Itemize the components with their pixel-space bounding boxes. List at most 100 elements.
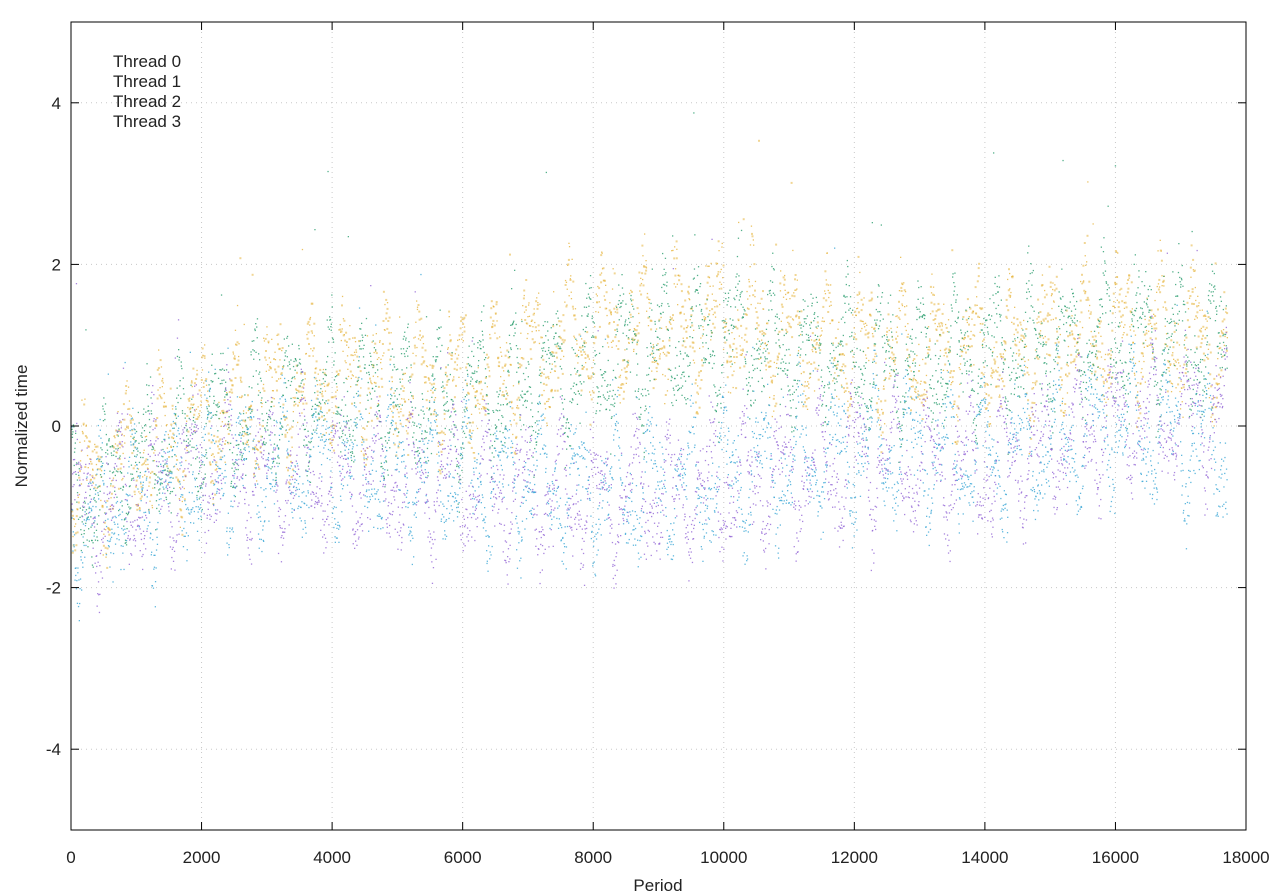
data-point — [419, 440, 421, 442]
data-point — [744, 358, 746, 360]
data-point — [353, 336, 356, 339]
data-point — [1213, 377, 1216, 380]
data-point — [215, 372, 217, 375]
data-point — [819, 349, 822, 352]
data-point — [862, 303, 864, 306]
data-point — [534, 321, 536, 324]
data-point — [1083, 289, 1086, 292]
data-point — [71, 428, 73, 430]
data-point — [128, 407, 131, 410]
data-point — [619, 306, 621, 309]
data-point — [779, 282, 782, 285]
data-point — [423, 451, 425, 453]
data-point — [341, 304, 343, 307]
data-point — [242, 410, 245, 412]
data-point — [662, 351, 664, 354]
data-point — [808, 339, 810, 341]
data-point — [382, 445, 384, 447]
data-point — [129, 419, 132, 422]
data-point — [402, 373, 404, 376]
data-point — [971, 318, 973, 320]
data-point — [178, 349, 180, 351]
data-point — [681, 394, 683, 396]
data-point — [675, 257, 678, 260]
data-point — [588, 358, 590, 360]
data-point — [187, 438, 189, 440]
data-point — [660, 316, 662, 319]
data-point — [648, 316, 651, 318]
data-point — [284, 382, 287, 384]
data-point — [878, 398, 880, 400]
data-point — [555, 351, 558, 354]
data-point — [496, 391, 498, 393]
data-point — [970, 330, 972, 333]
data-point — [541, 336, 543, 339]
data-point — [904, 313, 907, 316]
data-point — [505, 390, 507, 392]
data-point — [795, 407, 797, 409]
data-point — [966, 321, 968, 324]
data-point — [511, 288, 513, 290]
data-point — [652, 347, 655, 350]
data-point — [1027, 359, 1030, 361]
data-point — [896, 341, 898, 344]
data-point — [115, 451, 118, 454]
data-point — [451, 354, 454, 357]
data-point — [727, 292, 730, 294]
data-point — [858, 395, 860, 397]
data-point — [638, 388, 640, 390]
data-point — [1176, 368, 1178, 370]
data-point — [619, 386, 622, 389]
data-point — [378, 404, 380, 406]
data-point — [471, 385, 474, 388]
data-point — [777, 356, 779, 359]
data-point — [652, 352, 655, 354]
data-point — [580, 389, 583, 392]
data-point — [756, 316, 759, 319]
data-point — [400, 411, 402, 413]
data-point — [1159, 239, 1161, 241]
data-point — [703, 320, 706, 322]
data-point — [895, 337, 897, 340]
data-point — [170, 512, 172, 514]
data-point — [564, 432, 566, 434]
data-point — [318, 416, 321, 419]
data-point — [687, 290, 689, 293]
data-point — [271, 390, 274, 392]
data-point — [1207, 348, 1210, 350]
data-point — [651, 309, 653, 311]
data-point — [151, 448, 153, 451]
data-point — [833, 349, 835, 352]
data-point — [193, 446, 195, 449]
data-point — [837, 360, 839, 363]
data-point — [456, 465, 458, 468]
data-point — [1099, 367, 1101, 370]
data-point — [761, 333, 764, 336]
data-point — [1027, 399, 1030, 402]
data-point — [497, 402, 499, 405]
data-point — [572, 349, 575, 351]
data-point — [381, 343, 384, 345]
data-point — [518, 383, 520, 385]
data-point — [630, 289, 632, 292]
data-point — [389, 447, 391, 449]
data-point — [577, 362, 579, 364]
data-point — [405, 425, 407, 427]
data-point — [82, 506, 84, 508]
data-point — [185, 446, 187, 449]
data-point — [460, 446, 462, 449]
data-point — [1182, 416, 1184, 418]
data-point — [776, 313, 778, 315]
data-point — [689, 345, 692, 348]
data-point — [750, 225, 753, 227]
data-point — [842, 345, 844, 347]
data-point — [662, 311, 664, 313]
data-point — [577, 390, 579, 392]
data-point — [428, 377, 430, 379]
data-point — [167, 433, 169, 436]
data-point — [445, 410, 447, 412]
data-point — [565, 427, 567, 429]
data-point — [1213, 397, 1215, 399]
data-point — [359, 328, 361, 330]
data-point — [662, 340, 664, 342]
